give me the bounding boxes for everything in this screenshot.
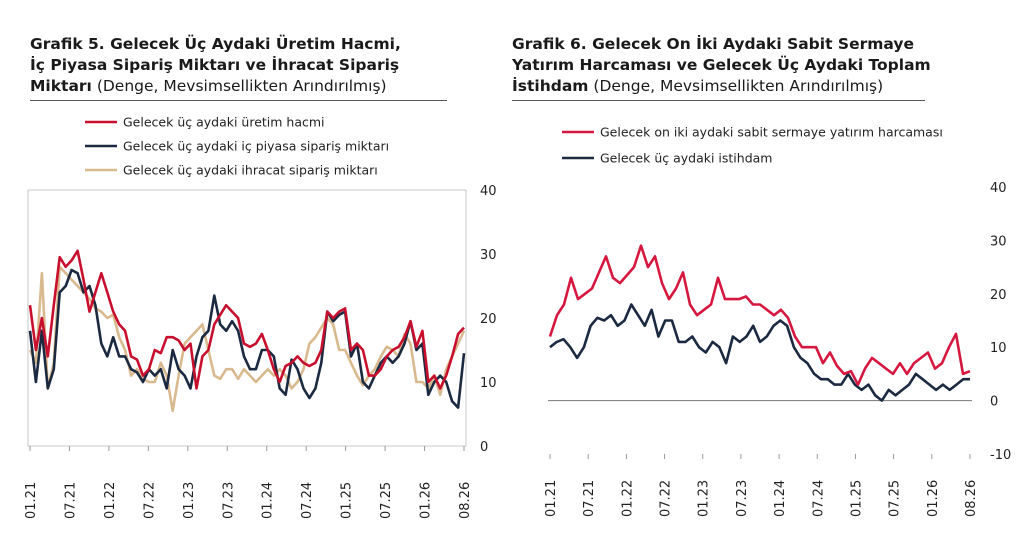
- x-tick-label: 08.26: [458, 482, 473, 519]
- x-tick-label: 01.21: [544, 480, 559, 517]
- x-tick-label: 08.26: [964, 480, 979, 517]
- title-rule: [30, 100, 447, 101]
- x-tick-label: 07.23: [735, 480, 750, 517]
- x-tick-label: 07.21: [582, 480, 597, 517]
- legend-label: Gelecek on iki aydaki sabit sermaye yatı…: [600, 125, 943, 140]
- x-tick-label: 01.25: [340, 482, 355, 519]
- line-chart-right: -10 0 10 20 30 40 01.21 07.21 01.22 07.22 01.23 07.…: [544, 125, 1011, 518]
- x-tick-label: 01.21: [24, 482, 39, 519]
- chart-subtitle: (Denge, Mevsimsellikten Arındırılmış): [96, 77, 387, 95]
- x-tick-label: 07.22: [142, 482, 157, 519]
- x-tick-label: 01.22: [620, 480, 635, 517]
- chart-title-line-2: İç Piyasa Sipariş Miktarı ve İhracat Sip…: [30, 56, 400, 74]
- x-tick-label: 01.24: [261, 482, 276, 519]
- y-tick-label: 30: [480, 248, 497, 263]
- x-tick-label: 07.22: [659, 480, 674, 517]
- series-line: [549, 303, 970, 402]
- line-chart-left: 0 10 20 30 40 01.21 07.21 01.22 07.22 01.23 07.23 0…: [24, 115, 497, 520]
- legend-label: Gelecek üç aydaki iç piyasa sipariş mikt…: [123, 139, 389, 154]
- chart-title-line-2: Yatırım Harcaması ve Gelecek Üç Aydaki T…: [512, 56, 931, 74]
- legend-label: Gelecek üç aydaki üretim hacmi: [123, 115, 325, 130]
- chart-title: Grafik 6. Gelecek On İki Aydaki Sabit Se…: [512, 34, 952, 97]
- x-tick-label: 07.25: [888, 480, 903, 517]
- x-tick-label: 01.22: [103, 482, 118, 519]
- chart-subtitle: (Denge, Mevsimsellikten Arındırılmış): [593, 77, 884, 95]
- y-tick-label: 0: [480, 440, 488, 455]
- legend-label: Gelecek üç aydaki ihracat sipariş miktar…: [123, 163, 378, 178]
- y-tick-label: 20: [480, 312, 497, 327]
- x-tick-label: 07.25: [379, 482, 394, 519]
- x-tick-label: 01.24: [773, 480, 788, 517]
- x-tick-label: 01.23: [697, 480, 712, 517]
- series-line: [28, 268, 466, 409]
- title-rule: [512, 100, 925, 101]
- chart-title-line-1: Grafik 6. Gelecek On İki Aydaki Sabit Se…: [512, 35, 914, 53]
- x-tick-label: 01.26: [926, 480, 941, 517]
- legend-label: Gelecek üç aydaki istihdam: [600, 151, 772, 166]
- chart-title-line-3: İstihdam: [512, 77, 589, 95]
- chart-panel-right: Grafik 6. Gelecek On İki Aydaki Sabit Se…: [512, 0, 1024, 534]
- y-tick-label: -10: [990, 448, 1011, 463]
- y-tick-label: 0: [990, 395, 998, 410]
- series-line: [548, 244, 971, 386]
- x-tick-label: 07.21: [63, 482, 78, 519]
- chart-title-line-1: Grafik 5. Gelecek Üç Aydaki Üretim Hacmi…: [30, 35, 401, 53]
- plot-frame: [27, 189, 467, 447]
- y-tick-label: 20: [990, 288, 1007, 303]
- x-tick-label: 07.24: [811, 480, 826, 517]
- x-tick-label: 07.24: [300, 482, 315, 519]
- x-tick-label: 01.23: [182, 482, 197, 519]
- y-tick-label: 40: [480, 184, 497, 199]
- chart-title: Grafik 5. Gelecek Üç Aydaki Üretim Hacmi…: [30, 34, 450, 97]
- y-tick-label: 30: [990, 234, 1007, 249]
- series-line: [28, 265, 466, 413]
- chart-panel-left: Grafik 5. Gelecek Üç Aydaki Üretim Hacmi…: [24, 34, 497, 520]
- y-tick-label: 10: [480, 376, 497, 391]
- x-tick-label: 01.26: [419, 482, 434, 519]
- chart-title-line-3: Miktarı: [30, 77, 92, 95]
- series-line: [28, 249, 465, 390]
- y-tick-label: 10: [990, 341, 1007, 356]
- x-tick-label: 01.25: [849, 480, 864, 517]
- y-tick-label: 40: [990, 181, 1007, 196]
- x-tick-label: 07.23: [221, 482, 236, 519]
